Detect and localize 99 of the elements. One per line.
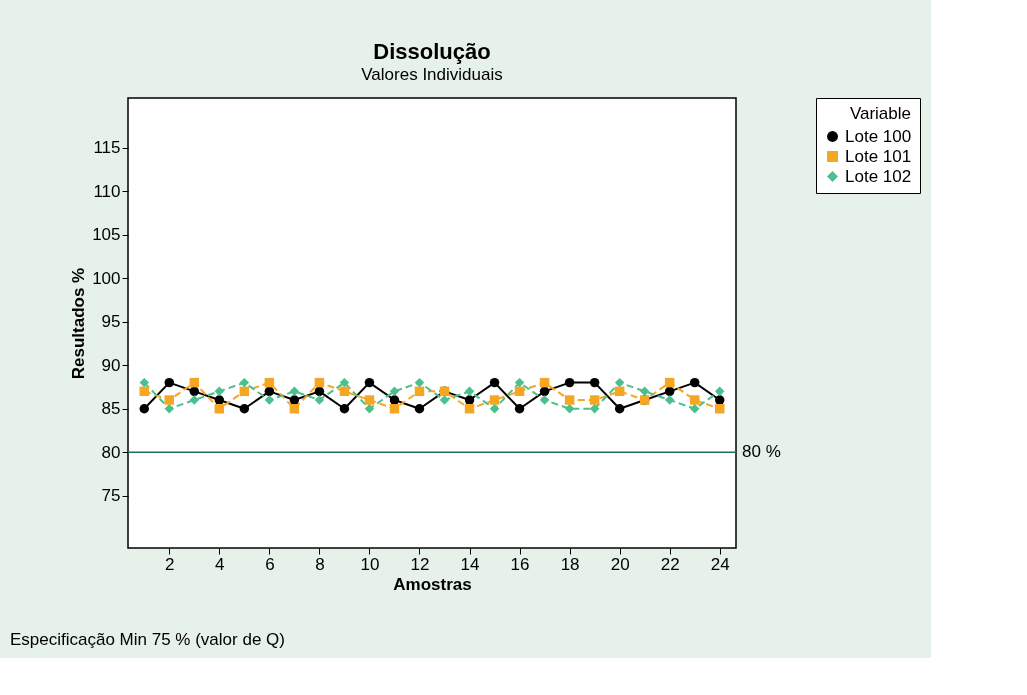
text: Especificação Min 75 % (valor de Q) xyxy=(10,630,285,649)
point xyxy=(314,386,325,397)
point xyxy=(689,395,700,405)
point xyxy=(514,404,525,414)
point xyxy=(364,377,375,388)
ref-line-label: 80 % xyxy=(742,442,781,462)
point xyxy=(314,395,325,405)
point xyxy=(389,395,400,405)
point xyxy=(714,395,725,405)
point xyxy=(239,386,250,397)
point xyxy=(139,377,150,388)
point xyxy=(714,386,725,397)
point xyxy=(139,386,150,397)
point xyxy=(589,377,600,388)
point xyxy=(164,377,175,388)
point xyxy=(564,377,575,388)
y-tick-label: 90 xyxy=(101,355,121,375)
point xyxy=(264,377,275,388)
point xyxy=(239,377,250,388)
point xyxy=(464,395,475,405)
point xyxy=(564,395,575,405)
x-tick-label: 2 xyxy=(165,554,175,574)
chart-subtitle: Valores Individuais xyxy=(361,64,503,84)
point xyxy=(714,403,725,414)
point xyxy=(439,395,450,405)
point xyxy=(689,377,700,388)
point xyxy=(214,386,225,397)
point xyxy=(539,386,550,397)
point xyxy=(414,404,425,414)
point xyxy=(489,377,500,388)
point xyxy=(489,403,500,414)
point xyxy=(189,377,200,388)
point xyxy=(339,377,350,388)
chart-title: Dissolução xyxy=(373,38,491,64)
point xyxy=(339,404,350,414)
legend-label: Lote 102 xyxy=(845,166,912,186)
point xyxy=(614,377,625,388)
point xyxy=(614,386,625,397)
point xyxy=(664,377,675,388)
point xyxy=(164,403,175,414)
x-axis-title: Amostras xyxy=(393,574,472,594)
x-tick-label: 18 xyxy=(560,554,580,574)
legend-label: Lote 100 xyxy=(845,126,912,146)
point xyxy=(364,395,375,405)
x-tick-label: 4 xyxy=(215,554,225,574)
legend-title: Variable xyxy=(849,104,911,123)
x-tick-label: 22 xyxy=(660,554,680,574)
y-tick-label: 100 xyxy=(92,268,121,288)
point xyxy=(289,395,300,405)
point xyxy=(464,386,475,397)
point xyxy=(289,386,300,397)
point xyxy=(464,403,475,414)
point xyxy=(639,386,650,397)
y-tick-label: 95 xyxy=(101,312,121,332)
y-tick-label: 80 xyxy=(101,442,121,462)
point xyxy=(164,395,175,405)
y-tick-label: 75 xyxy=(101,486,121,506)
x-tick-label: 8 xyxy=(315,554,325,574)
point xyxy=(389,386,400,397)
point xyxy=(289,403,300,414)
point xyxy=(539,377,550,388)
x-tick-label: 12 xyxy=(410,554,430,574)
y-axis-title: Resultados % xyxy=(69,267,89,380)
y-tick-label: 110 xyxy=(93,181,121,201)
point xyxy=(589,403,600,414)
point xyxy=(339,386,350,397)
point xyxy=(239,404,250,414)
point xyxy=(264,395,275,405)
point xyxy=(414,386,425,397)
point xyxy=(189,395,200,405)
x-tick-label: 10 xyxy=(360,554,380,574)
x-tick-label: 14 xyxy=(460,554,480,574)
point xyxy=(389,403,400,414)
x-tick-label: 6 xyxy=(265,554,275,574)
legend-label: Lote 101 xyxy=(845,146,912,166)
y-tick-label: 115 xyxy=(93,138,121,158)
point xyxy=(564,403,575,414)
point xyxy=(214,395,225,405)
point xyxy=(589,395,600,405)
point xyxy=(664,395,675,405)
x-tick-label: 16 xyxy=(510,554,530,574)
x-tick-label: 20 xyxy=(610,554,630,574)
point xyxy=(414,377,425,388)
point xyxy=(189,386,200,397)
point xyxy=(364,403,375,414)
point xyxy=(539,395,550,405)
y-tick-label: 105 xyxy=(92,225,121,245)
point xyxy=(664,386,675,397)
point xyxy=(514,377,525,388)
point xyxy=(614,404,625,414)
point xyxy=(139,404,150,414)
y-tick-label: 85 xyxy=(101,399,121,419)
point xyxy=(214,403,225,414)
point xyxy=(314,377,325,388)
point xyxy=(264,386,275,397)
point xyxy=(514,386,525,397)
point xyxy=(689,403,700,414)
x-tick-label: 24 xyxy=(710,554,730,574)
point xyxy=(489,395,500,405)
